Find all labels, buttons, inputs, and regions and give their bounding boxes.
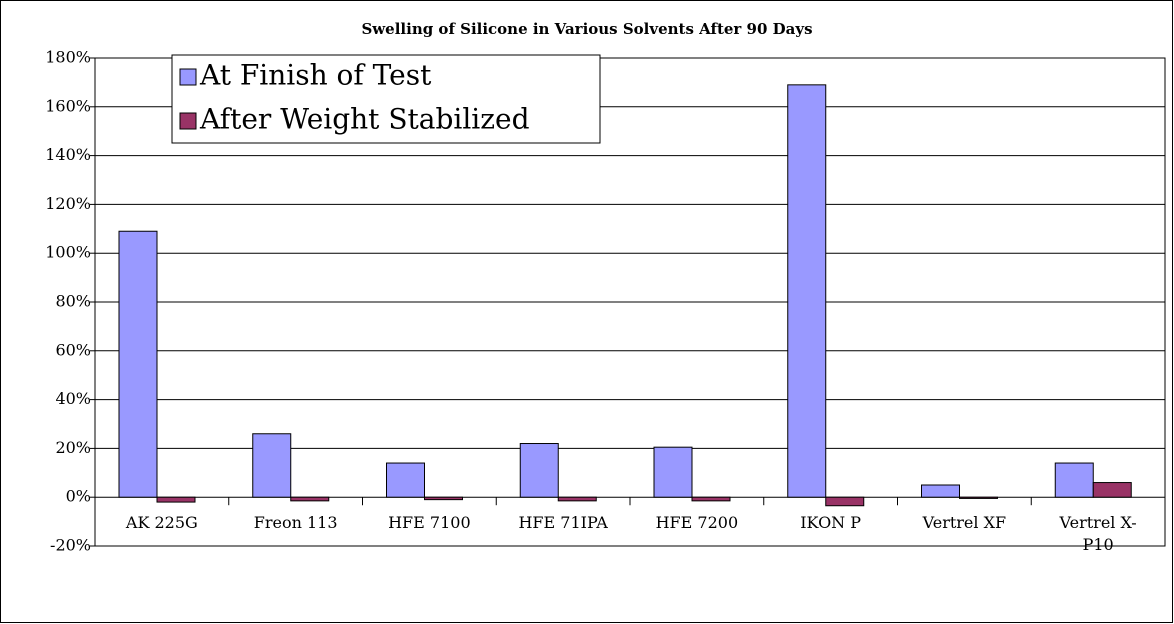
y-tick-label: 140% — [45, 145, 91, 164]
legend-swatch — [179, 68, 197, 86]
legend-label: At Finish of Test — [199, 59, 432, 92]
legend-label: After Weight Stabilized — [199, 103, 530, 136]
y-tick-label: 40% — [55, 389, 91, 408]
bar — [290, 496, 330, 502]
y-tick-label: 20% — [55, 438, 91, 457]
y-tick-label: 160% — [45, 96, 91, 115]
x-tick-label: Vertrel X-P10 — [1059, 513, 1137, 554]
bar — [557, 496, 597, 502]
bar — [1092, 482, 1132, 498]
y-tick-label: 180% — [45, 48, 91, 67]
y-tick-label: 120% — [45, 194, 91, 213]
x-tick-label: Freon 113 — [253, 513, 338, 532]
bar — [424, 496, 463, 501]
legend-swatch — [179, 112, 197, 130]
bar — [1054, 462, 1094, 498]
y-tick-label: 60% — [55, 340, 91, 359]
y-tick-label: -20% — [50, 536, 91, 555]
bar — [691, 496, 731, 502]
bar — [156, 496, 196, 503]
x-tick-label: Vertrel XF — [922, 513, 1007, 532]
bar — [653, 446, 693, 498]
x-tick-label: IKON P — [800, 513, 862, 532]
bar — [787, 84, 827, 498]
y-tick-label: 0% — [66, 487, 91, 506]
x-tick-label: AK 225G — [125, 513, 198, 532]
x-tick-label: HFE 7200 — [655, 513, 739, 532]
bar — [252, 433, 292, 498]
bar — [386, 462, 425, 498]
legend-box — [171, 54, 601, 144]
y-tick-label: 100% — [45, 243, 91, 262]
chart-title: Swelling of Silicone in Various Solvents… — [361, 20, 812, 38]
bar — [825, 496, 865, 507]
bar — [921, 484, 960, 498]
x-tick-label: HFE 7100 — [388, 513, 471, 532]
x-tick-label: HFE 71IPA — [518, 513, 608, 532]
bar — [118, 230, 158, 498]
bar — [519, 443, 559, 498]
y-tick-label: 80% — [55, 292, 91, 311]
bar — [959, 496, 998, 499]
